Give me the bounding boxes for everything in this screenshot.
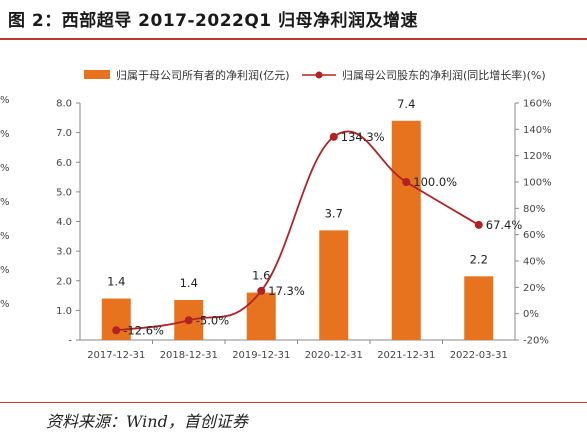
bar <box>464 276 494 340</box>
right-tick-label: -20% <box>523 336 549 347</box>
left-tick-label: 3.0 <box>56 247 72 258</box>
bar-value-label: 1.6 <box>252 269 270 283</box>
cropped-tick-fragment: % <box>0 197 10 208</box>
legend-bar-label: 归属于母公司所有者的净利润(亿元) <box>116 68 290 82</box>
left-tick-label: 1.0 <box>56 306 72 317</box>
left-tick-label: 5.0 <box>56 187 72 198</box>
bar-series <box>101 120 494 341</box>
x-tick-label: 2019-12-31 <box>232 350 290 361</box>
x-tick-label: 2020-12-31 <box>305 350 363 361</box>
bar <box>246 292 276 340</box>
chart: %%%%%%% 归属于母公司所有者的净利润(亿元) 归属母公司股东的净利润(同比… <box>0 68 552 361</box>
left-tick-label: 2.0 <box>56 276 72 287</box>
x-tick-label: 2018-12-31 <box>160 350 218 361</box>
bar <box>391 120 421 341</box>
source-note: 资料来源：Wind，首创证券 <box>46 412 248 431</box>
right-axis-ticks: -20% 0% 20% 40% 60% 80% 100% 120% 140% 160% <box>515 99 552 347</box>
right-tick-label: 60% <box>523 230 545 241</box>
legend: 归属于母公司所有者的净利润(亿元) 归属母公司股东的净利润(同比增长率)(%) <box>84 68 546 82</box>
growth-value-label: 100.0% <box>413 175 457 189</box>
bar-value-label: 1.4 <box>107 275 125 289</box>
cropped-tick-fragment: % <box>0 95 10 106</box>
right-tick-label: 80% <box>523 204 545 215</box>
left-tick-label: 8.0 <box>56 99 72 110</box>
x-tick-label: 2022-03-31 <box>450 350 508 361</box>
cropped-tick-fragment: % <box>0 231 10 242</box>
cropped-tick-fragment: % <box>0 163 10 174</box>
bar-value-label: 1.4 <box>180 276 198 290</box>
growth-data-labels: -12.6% -5.0% 17.3% 134.3% 100.0% 67.4% <box>123 130 522 337</box>
growth-value-label: -12.6% <box>123 323 164 337</box>
growth-marker <box>474 220 483 229</box>
source-divider <box>0 402 587 403</box>
x-axis-ticks: 2017-12-31 2018-12-31 2019-12-31 2020-12-31… <box>87 340 508 361</box>
growth-value-label: 17.3% <box>268 284 305 298</box>
growth-marker <box>402 178 411 186</box>
right-tick-label: 160% <box>523 99 552 110</box>
growth-value-label: -5.0% <box>196 313 229 327</box>
bar-value-label: 3.7 <box>325 206 343 220</box>
bar-value-label: 2.2 <box>470 252 488 266</box>
bar-data-labels: 1.4 1.4 1.6 3.7 7.4 2.2 <box>107 97 488 290</box>
left-tick-label: 6.0 <box>56 158 72 169</box>
figure-title: 图 2：西部超导 2017-2022Q1 归母净利润及增速 <box>8 11 419 31</box>
bar-value-label: 7.4 <box>397 97 415 111</box>
left-axis-ticks: - 1.0 2.0 3.0 4.0 5.0 6.0 7.0 8.0 <box>56 99 80 347</box>
growth-marker <box>257 286 266 295</box>
growth-line <box>116 130 480 332</box>
right-tick-label: 120% <box>523 151 552 162</box>
x-tick-label: 2021-12-31 <box>377 350 435 361</box>
growth-marker <box>329 132 338 141</box>
legend-line-marker <box>315 71 323 79</box>
growth-value-label: 134.3% <box>341 130 385 144</box>
cropped-tick-fragment: % <box>0 265 10 276</box>
bar <box>319 230 349 340</box>
growth-marker <box>112 326 121 335</box>
growth-marker <box>184 316 193 325</box>
cropped-axis-fragment: %%%%%%% <box>0 95 10 310</box>
right-tick-label: 0% <box>523 309 539 320</box>
left-tick-label: 7.0 <box>56 128 72 139</box>
growth-value-label: 67.4% <box>486 218 523 232</box>
cropped-tick-fragment: % <box>0 299 10 310</box>
legend-bar-swatch <box>84 70 110 79</box>
title-divider <box>0 38 587 40</box>
right-tick-label: 40% <box>523 257 545 268</box>
left-tick-label: - <box>68 336 72 347</box>
right-tick-label: 140% <box>523 125 552 136</box>
right-tick-label: 100% <box>523 178 552 189</box>
x-tick-label: 2017-12-31 <box>87 350 145 361</box>
cropped-tick-fragment: % <box>0 129 10 140</box>
right-tick-label: 20% <box>523 283 545 294</box>
left-tick-label: 4.0 <box>56 217 72 228</box>
growth-markers <box>112 132 483 335</box>
legend-line-label: 归属母公司股东的净利润(同比增长率)(%) <box>342 68 546 82</box>
